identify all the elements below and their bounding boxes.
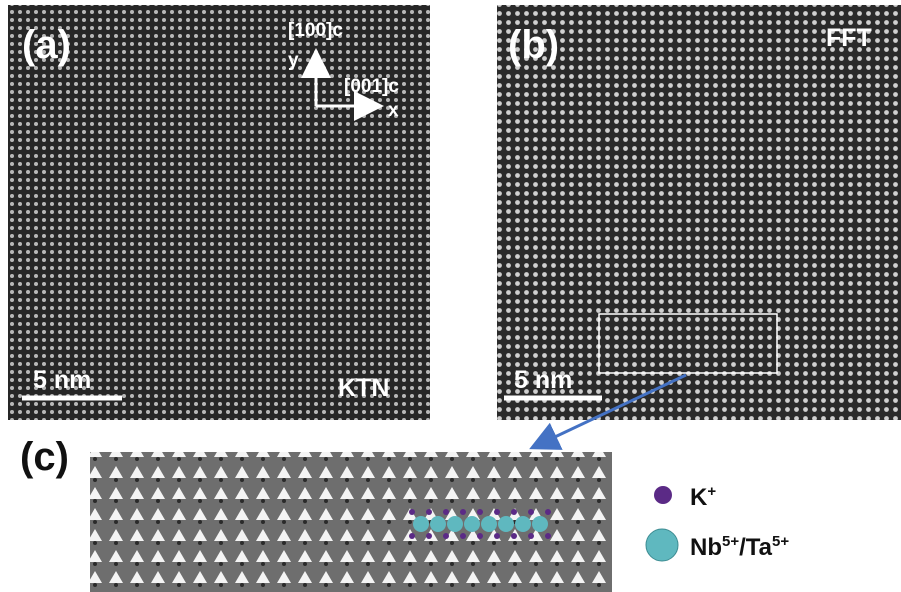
k-atom	[511, 509, 517, 515]
image-a	[8, 5, 430, 420]
charge: +	[707, 483, 716, 500]
symbol: K	[690, 484, 708, 511]
scale-label: 5 nm	[33, 366, 91, 394]
panel-c: (c)	[20, 435, 612, 592]
legend: K+ Nb5+/Ta5+	[646, 483, 789, 561]
k-atom	[477, 533, 483, 539]
k-atom	[426, 533, 432, 539]
k-atom	[528, 509, 534, 515]
k-atom	[443, 509, 449, 515]
k-atom	[545, 509, 551, 515]
k-atom	[409, 509, 415, 515]
sample-label: KTN	[338, 374, 389, 402]
filter-label: FFT	[826, 24, 872, 52]
axis-direction: [001]c	[344, 76, 399, 97]
nb-atom	[447, 516, 463, 532]
nb-atom	[515, 516, 531, 532]
charge: 5+	[772, 533, 789, 550]
nb-atom	[464, 516, 480, 532]
symbol: /Ta	[739, 534, 773, 561]
k-atom	[426, 509, 432, 515]
k-atom	[477, 509, 483, 515]
nb-atom	[481, 516, 497, 532]
nb-atom	[498, 516, 514, 532]
k-atom	[494, 533, 500, 539]
legend-label: Nb5+/Ta5+	[690, 533, 789, 561]
k-atom	[545, 533, 551, 539]
legend-label: K+	[690, 483, 716, 511]
charge: 5+	[722, 533, 739, 550]
scale-label: 5 nm	[514, 366, 572, 394]
panel-label: (c)	[20, 435, 69, 479]
k-atom	[460, 509, 466, 515]
axis-name: x	[388, 100, 399, 121]
k-atom	[460, 533, 466, 539]
k-atom	[528, 533, 534, 539]
nb-atom	[532, 516, 548, 532]
k-atom	[443, 533, 449, 539]
panel-label: (b)	[508, 23, 559, 67]
legend-k-marker	[654, 486, 672, 504]
atom-overlay	[409, 509, 551, 539]
image-b	[497, 5, 901, 420]
figure: (a) [100]c y [001]c x 5 nm KTN (b) FFT 5…	[0, 0, 901, 592]
k-atom	[409, 533, 415, 539]
k-atom	[494, 509, 500, 515]
nb-atom	[430, 516, 446, 532]
panel-a: (a) [100]c y [001]c x 5 nm KTN	[8, 5, 430, 420]
symbol: Nb	[690, 534, 722, 561]
nb-atom	[413, 516, 429, 532]
axis-name: y	[288, 50, 299, 71]
axis-direction: [100]c	[288, 20, 343, 41]
panel-b: (b) FFT 5 nm	[497, 5, 901, 420]
panel-label: (a)	[22, 23, 71, 67]
legend-nb-marker	[646, 529, 678, 561]
k-atom	[511, 533, 517, 539]
